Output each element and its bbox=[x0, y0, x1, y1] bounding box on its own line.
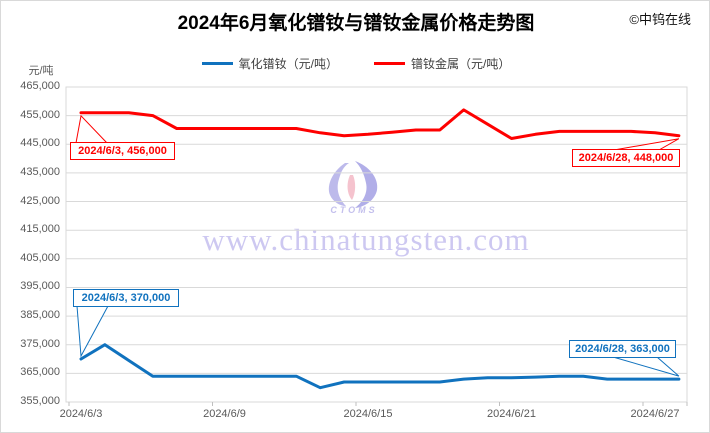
x-tick-label: 2024/6/3 bbox=[59, 408, 103, 420]
annotation-callout: 2024/6/3, 456,000 bbox=[70, 142, 175, 160]
x-tick-label: 2024/6/9 bbox=[203, 408, 246, 420]
y-tick-label: 365,000 bbox=[20, 366, 60, 379]
annotation-callout: 2024/6/28, 363,000 bbox=[569, 340, 676, 358]
chart-title: 2024年6月氧化镨钕与镨钕金属价格走势图 bbox=[177, 13, 535, 34]
y-tick-label: 355,000 bbox=[20, 395, 60, 407]
annotation-callout: 2024/6/28, 448,000 bbox=[572, 149, 680, 167]
y-tick-label: 455,000 bbox=[20, 108, 60, 121]
legend-swatch bbox=[374, 62, 405, 65]
annotation-pointer bbox=[76, 305, 109, 358]
y-tick-label: 415,000 bbox=[20, 223, 60, 236]
annotation-pointer bbox=[613, 138, 680, 151]
series-line-oxide bbox=[79, 343, 681, 390]
y-tick-label: 465,000 bbox=[20, 80, 60, 92]
legend-swatch bbox=[201, 62, 233, 65]
x-tick-label: 2024/6/21 bbox=[487, 408, 536, 420]
y-tick-label: 395,000 bbox=[20, 280, 60, 293]
legend-item-metal: 镨钕金属（元/吨） bbox=[374, 55, 510, 72]
legend-item-oxide: 氧化镨钕（元/吨） bbox=[201, 55, 338, 72]
y-tick-label: 425,000 bbox=[20, 194, 60, 207]
y-axis-title: 元/吨 bbox=[28, 65, 54, 77]
y-tick-label: 375,000 bbox=[20, 337, 60, 350]
legend-item-label: 镨钕金属（元/吨） bbox=[411, 57, 511, 71]
annotation-pointer bbox=[612, 356, 680, 377]
annotation-pointer bbox=[75, 114, 108, 144]
series-line-metal bbox=[79, 108, 681, 140]
x-tick-label: 2024/6/15 bbox=[343, 408, 393, 420]
annotation-callout: 2024/6/3, 370,000 bbox=[73, 289, 179, 307]
y-tick-label: 435,000 bbox=[20, 165, 60, 178]
y-tick-label: 445,000 bbox=[20, 137, 60, 150]
legend: 氧化镨钕（元/吨） 镨钕金属（元/吨） bbox=[121, 55, 591, 72]
legend-item-label: 氧化镨钕（元/吨） bbox=[238, 57, 338, 71]
y-tick-label: 385,000 bbox=[20, 309, 60, 322]
copyright-label: ©中钨在线 bbox=[629, 12, 691, 27]
y-tick-label: 405,000 bbox=[20, 251, 60, 264]
plot-border bbox=[65, 86, 688, 403]
x-tick-label: 2024/6/27 bbox=[630, 408, 680, 420]
